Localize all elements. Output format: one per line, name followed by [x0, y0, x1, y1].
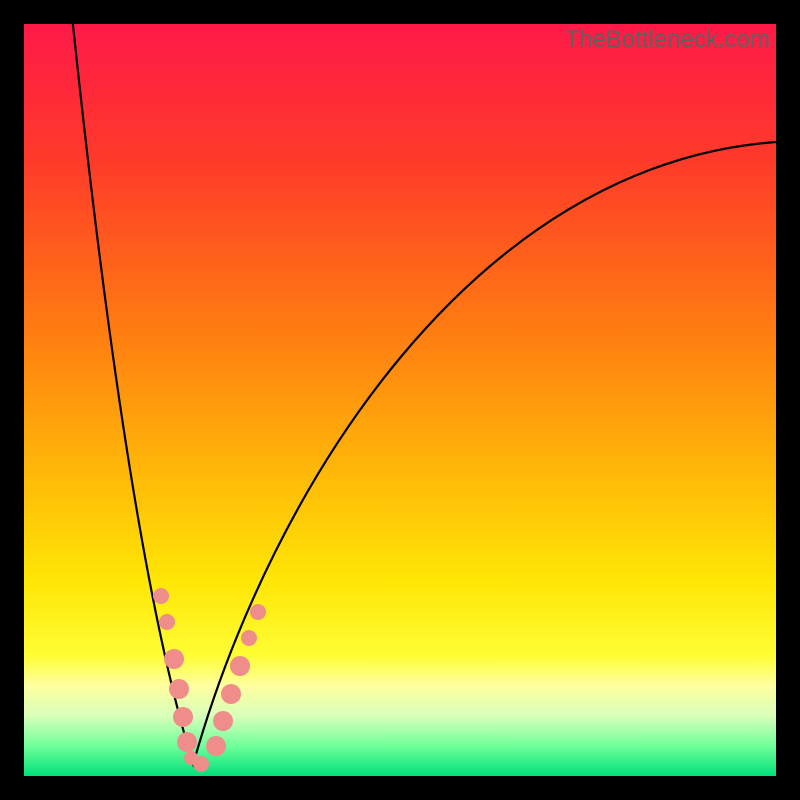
plot-area: TheBottleneck.com — [24, 24, 776, 776]
chart-svg — [24, 24, 776, 776]
chart-frame: TheBottleneck.com — [0, 0, 800, 800]
watermark-text: TheBottleneck.com — [565, 26, 770, 54]
